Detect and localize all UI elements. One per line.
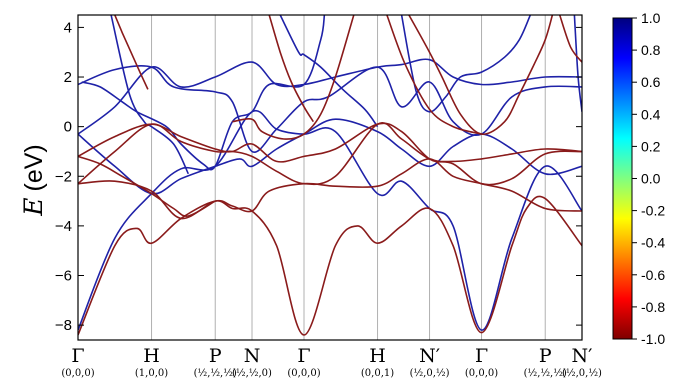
colorbar-ticks: 1.0 0.8 0.6 0.4 0.2 0.0 -0.2 -0.4 -0.6 -0.8 -1.0 [632, 10, 665, 347]
y-tick-label: −2 [55, 168, 72, 185]
kpoint-symbol: Γ [475, 345, 488, 367]
y-tick-label: −8 [55, 317, 72, 334]
kpoint-symbol: Γ [71, 345, 84, 367]
kpoint-coord: (1,0,0) [135, 368, 168, 379]
kpoint-symbol: N [244, 345, 261, 367]
kpoint-symbol: P [209, 345, 222, 367]
band-series-5 [110, 15, 190, 175]
colorbar-tick-label: -1.0 [641, 331, 665, 347]
band-series-4 [81, 15, 326, 171]
kpoint-coord: (½,½,½) [194, 368, 237, 379]
band-series-12 [78, 158, 582, 220]
band-series-2 [78, 65, 582, 153]
y-tick-label: −6 [55, 267, 72, 284]
colorbar-tick-label: -0.6 [641, 267, 665, 283]
colorbar-tick-label: -0.8 [641, 299, 665, 315]
colorbar-tick-label: 0.4 [641, 106, 661, 122]
kpoint-symbol: H [143, 345, 160, 367]
band-series-7 [400, 15, 532, 113]
band-series-18 [408, 15, 554, 135]
colorbar-tick-label: 0.8 [641, 42, 661, 58]
kpoint-coord: (½,½,0) [232, 368, 272, 379]
kpoint-symbol: P [539, 345, 552, 367]
y-tick-label: 2 [64, 69, 72, 86]
y-tick-label: 4 [64, 19, 72, 36]
y-tick-label: 0 [64, 119, 72, 136]
kpoint-gridlines [77, 15, 583, 340]
band-series-9 [78, 195, 582, 336]
band-series-3 [78, 118, 582, 195]
kpoint-symbol: N′ [572, 345, 593, 367]
colorbar-tick-label: 0.2 [641, 138, 661, 154]
band-series-14 [114, 15, 149, 90]
colorbar-tick-label: 1.0 [641, 10, 661, 26]
y-axis-ticks: 4 2 0 −2 −4 −6 −8 [55, 19, 582, 334]
plot-frame [77, 14, 583, 341]
colorbar-tick-label: 0.6 [641, 74, 661, 90]
y-axis-label: E(eV) [19, 144, 48, 216]
colorbar [612, 17, 633, 340]
band-series-6 [279, 15, 379, 128]
kpoint-coord: (½,½,½) [524, 368, 567, 379]
kpoint-symbol: H [369, 345, 386, 367]
band-series-0 [78, 109, 582, 331]
band-lines [78, 15, 582, 336]
band-series-15 [232, 15, 355, 140]
kpoint-symbol: N′ [419, 345, 440, 367]
kpoint-coord: (0,0,1) [361, 368, 394, 379]
colorbar-tick-label: 0.0 [641, 171, 661, 187]
band-series-13 [78, 155, 216, 217]
band-series-10 [78, 122, 582, 186]
kpoint-symbol: Γ [297, 345, 310, 367]
kpoint-coord: (½,0,½) [410, 368, 450, 379]
y-tick-label: −4 [55, 218, 72, 235]
x-axis-ticks: Γ(0,0,0)H(1,0,0)P(½,½,½)N(½,½,0)Γ(0,0,0)… [61, 345, 602, 379]
band-series-8 [573, 15, 582, 112]
kpoint-coord: (½,0,½) [562, 368, 602, 379]
band-series-11 [78, 122, 582, 186]
kpoint-coord: (0,0,0) [287, 368, 320, 379]
band-series-17 [386, 15, 482, 135]
band-series-19 [558, 15, 582, 63]
colorbar-tick-label: -0.2 [641, 203, 665, 219]
kpoint-coord: (0,0,0) [465, 368, 498, 379]
colorbar-tick-label: -0.4 [641, 235, 665, 251]
kpoint-coord: (0,0,0) [61, 368, 94, 379]
band-series-16 [268, 15, 314, 123]
